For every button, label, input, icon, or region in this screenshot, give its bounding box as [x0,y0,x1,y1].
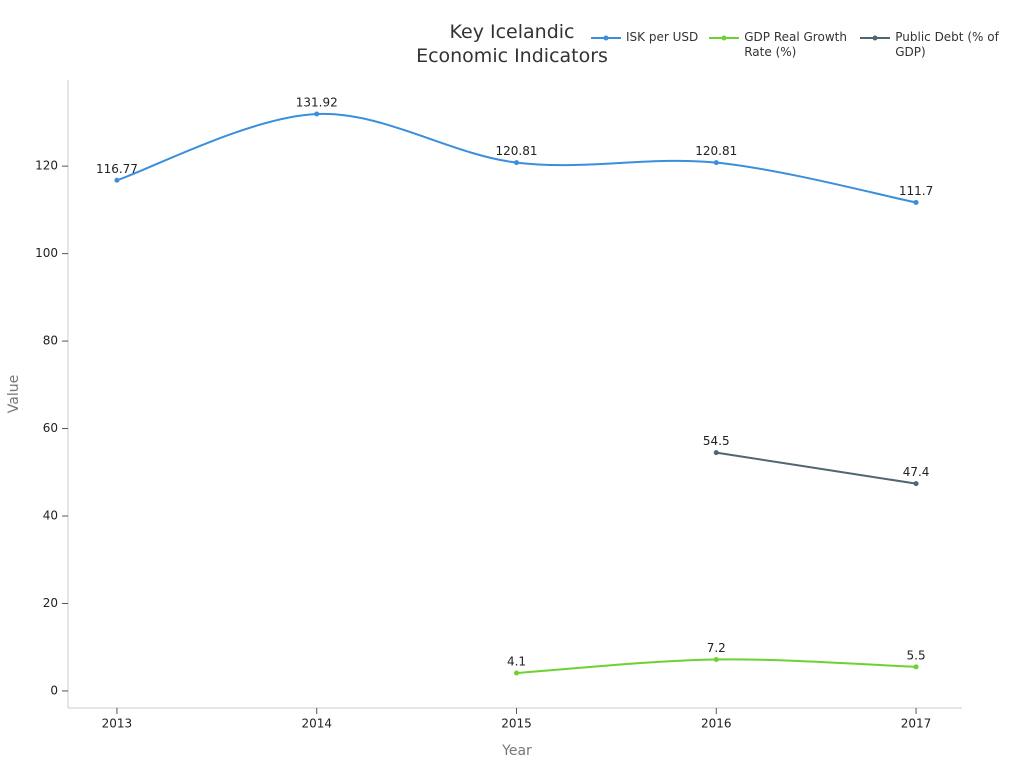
data-label: 47.4 [903,465,930,479]
series-line [716,451,917,485]
y-tick-label: 80 [43,334,58,348]
legend-swatch [709,35,740,41]
legend-label: ISK per USD [626,30,699,44]
x-tick-label: 2016 [701,717,732,731]
data-point [713,450,719,456]
legend-swatch [591,35,621,41]
data-label: 131.92 [296,96,338,110]
data-label: 111.7 [899,184,933,198]
y-tick-label: 20 [43,596,58,610]
data-label: 120.81 [695,144,737,158]
legend-item: Public Debt (% of GDP) [859,30,1000,60]
legend-marker [603,35,609,41]
legend: ISK per USD GDP Real Growth Rate (%) Publi… [590,30,1000,60]
chart-title: Key Icelandic Economic Indicators [416,21,608,67]
y-tick-label: 40 [43,509,58,523]
data-label: 4.1 [507,655,526,669]
legend-label: GDP Real Growth Rate (%) [744,30,847,59]
y-tick-label: 0 [50,683,58,697]
x-tick-label: 2014 [301,717,332,731]
data-point [513,670,519,676]
data-point [713,656,719,662]
data-point [913,664,919,670]
legend-item: GDP Real Growth Rate (%) [708,30,849,60]
data-label: 54.5 [703,434,730,448]
y-tick-label: 100 [35,246,58,260]
y-axis-label: Value [6,375,22,413]
legend-label: Public Debt (% of GDP) [895,30,999,59]
x-tick-label: 2015 [501,717,532,731]
data-label: 5.5 [907,648,926,662]
data-point [314,111,320,117]
x-axis-label: Year [501,743,532,759]
data-label: 116.77 [96,162,138,176]
data-point [913,481,919,487]
legend-marker [872,35,878,41]
legend-swatch [860,35,891,41]
legend-marker [721,35,727,41]
series-line [116,113,917,204]
x-tick-label: 2013 [102,717,133,731]
legend-item: ISK per USD [590,30,698,60]
x-tick-label: 2017 [901,717,932,731]
data-point [513,160,519,166]
data-point [713,160,719,166]
data-point [913,199,919,205]
y-tick-label: 120 [35,159,58,173]
data-label: 7.2 [707,641,726,655]
y-tick-label: 60 [43,421,58,435]
data-label: 120.81 [495,144,537,158]
data-point [114,177,120,183]
